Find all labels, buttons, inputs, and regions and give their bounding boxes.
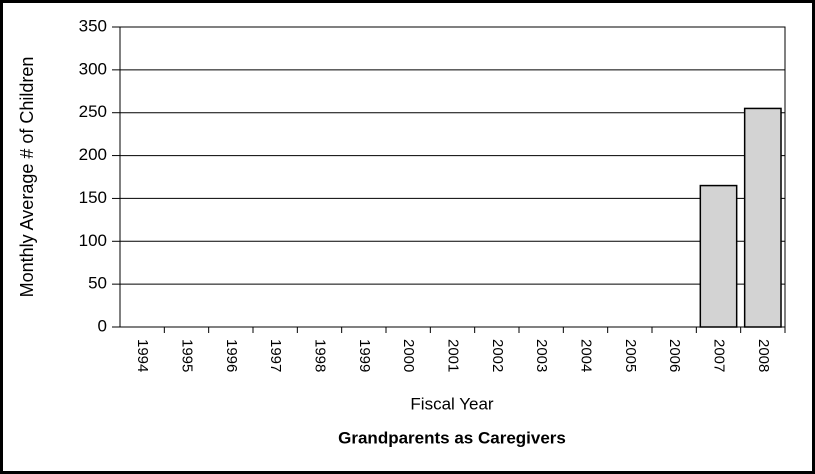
x-tick-label: 2001 [445,339,462,372]
x-tick-label: 2004 [578,339,595,372]
x-tick-label: 1994 [134,339,151,372]
x-axis-label: Fiscal Year [410,394,493,413]
x-tick-label: 2005 [622,339,639,372]
x-tick-label: 1996 [223,339,240,372]
x-tick-label: 1998 [312,339,329,372]
x-tick-label: 2008 [755,339,772,372]
y-tick-label: 300 [79,59,107,78]
x-tick-label: 2003 [533,339,550,372]
x-tick-label: 1999 [356,339,373,372]
x-tick-label: 2000 [400,339,417,372]
bar [699,184,738,328]
y-tick-label: 50 [88,274,107,293]
y-tick-label: 150 [79,188,107,207]
x-tick-label: 1997 [267,339,284,372]
x-tick-label: 2006 [666,339,683,372]
y-tick-label: 0 [98,316,107,335]
bar [743,107,782,328]
y-tick-label: 200 [79,145,107,164]
x-tick-label: 2002 [489,339,506,372]
x-tick-label: 2007 [711,339,728,372]
y-tick-label: 100 [79,231,107,250]
y-tick-label: 250 [79,102,107,121]
y-tick-label: 350 [79,16,107,35]
chart-title: Grandparents as Caregivers [338,428,566,447]
y-axis-label: Monthly Average # of Children [17,57,37,298]
x-tick-label: 1995 [179,339,196,372]
